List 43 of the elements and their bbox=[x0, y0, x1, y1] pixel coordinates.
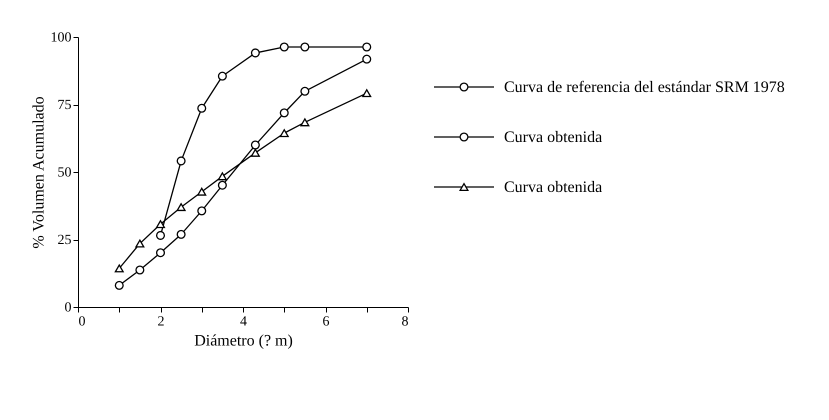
point bbox=[197, 188, 206, 196]
y-tick-label: 50 bbox=[58, 166, 72, 180]
x-tick-label: 0 bbox=[78, 314, 86, 330]
point bbox=[218, 180, 227, 190]
legend-label: Curva de referencia del estándar SRM 1978 bbox=[504, 79, 785, 96]
point bbox=[114, 264, 124, 272]
x-tick-label: 2 bbox=[158, 314, 164, 330]
legend-label: Curva obtenida bbox=[504, 179, 602, 196]
y-tick-label: 100 bbox=[50, 30, 72, 46]
point bbox=[156, 220, 166, 228]
point bbox=[156, 248, 166, 258]
point bbox=[218, 172, 227, 180]
y-tick-label: 75 bbox=[58, 98, 72, 113]
point bbox=[176, 156, 186, 166]
point bbox=[362, 42, 372, 52]
point bbox=[280, 129, 289, 138]
x-axis-title: Diámetro (? m) bbox=[194, 332, 293, 350]
point bbox=[250, 148, 260, 157]
point bbox=[156, 230, 166, 240]
point bbox=[300, 86, 310, 96]
y-tick-label: 0 bbox=[64, 300, 72, 316]
point bbox=[218, 72, 227, 81]
x-tick-label: 8 bbox=[402, 314, 408, 330]
point bbox=[280, 42, 289, 52]
point bbox=[197, 206, 206, 216]
point bbox=[135, 265, 144, 275]
point bbox=[250, 140, 260, 150]
point bbox=[114, 280, 124, 290]
point bbox=[176, 230, 186, 239]
point bbox=[250, 48, 260, 58]
point bbox=[300, 118, 310, 126]
point bbox=[362, 54, 372, 64]
x-tick-label: 6 bbox=[322, 314, 330, 330]
point bbox=[197, 104, 206, 113]
y-axis-title: % Volumen Acumulado bbox=[30, 96, 48, 249]
point bbox=[280, 108, 289, 118]
y-tick-label: 25 bbox=[58, 233, 72, 248]
point bbox=[176, 203, 186, 212]
x-tick-label: 4 bbox=[240, 314, 247, 330]
point bbox=[300, 42, 310, 52]
legend-label: Curva obtenida bbox=[504, 129, 602, 146]
point bbox=[135, 240, 144, 248]
point bbox=[362, 89, 372, 98]
